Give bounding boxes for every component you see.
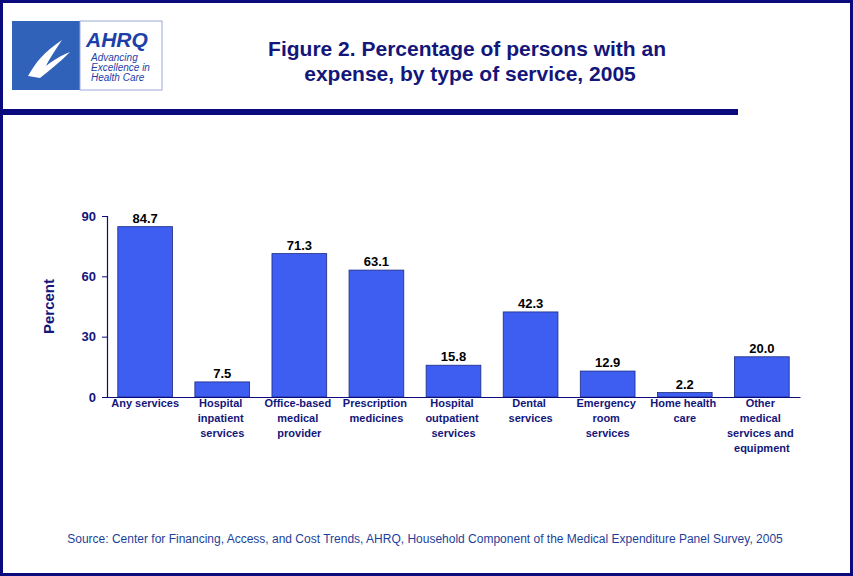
- x-tick-label: Emergency room services: [576, 397, 638, 439]
- text-line: equipment: [734, 442, 790, 454]
- y-tick-mark: [102, 276, 107, 277]
- text-line: medical: [740, 412, 784, 424]
- text-line: services: [200, 427, 244, 439]
- y-axis: 0 30 60 90: [82, 209, 108, 405]
- y-tick-label: 30: [82, 329, 96, 344]
- text-line: Hospital: [199, 397, 245, 409]
- x-tick-label: Hospital inpatient services: [198, 397, 247, 439]
- x-tick-label: Other medical services and equipment: [727, 397, 797, 454]
- text-line: services and: [727, 427, 797, 439]
- x-tick: Other medical services and equipment: [727, 397, 797, 454]
- x-tick-label: Office-based medical provider: [264, 397, 334, 439]
- bar: [426, 365, 481, 397]
- text-line: inpatient: [198, 412, 247, 424]
- x-tick: Office-based medical provider: [264, 397, 334, 439]
- text-line: Office-based: [264, 397, 334, 409]
- text-line: Any services: [111, 397, 179, 409]
- chart-svg: AHRQAdvancing Excellence in Health Care F…: [0, 0, 853, 576]
- ahrq-logo: [80, 21, 162, 90]
- text-line: Figure 2. Percentage of persons with an: [268, 37, 672, 60]
- y-axis-line: [102, 217, 108, 398]
- bars: [118, 227, 789, 397]
- x-tick: Home health care: [650, 397, 719, 424]
- bar: [503, 312, 558, 397]
- background: [2, 2, 852, 575]
- text-line: medicines: [350, 412, 404, 424]
- bar: [272, 254, 327, 397]
- text-line: provider: [277, 427, 322, 439]
- text-line: Home health: [650, 397, 719, 409]
- data-label: 63.1: [364, 254, 389, 269]
- y-tick-label: 90: [82, 209, 96, 224]
- text-line: Prescription: [343, 397, 410, 409]
- chart-container: AHRQAdvancing Excellence in Health Care F…: [0, 0, 853, 576]
- bar: [349, 270, 404, 397]
- y-tick-mark: [102, 337, 107, 338]
- x-tick-label: Any services: [111, 397, 179, 409]
- bar: [580, 371, 635, 397]
- data-label: 7.5: [213, 366, 231, 381]
- text-line: room: [592, 412, 623, 424]
- hhs-logo: [12, 21, 80, 90]
- text-line: Other: [746, 397, 778, 409]
- x-tick-label: Prescription medicines: [343, 397, 410, 424]
- data-label: 12.9: [595, 355, 620, 370]
- y-tick-label: 0: [89, 390, 96, 405]
- text-line: services: [431, 427, 475, 439]
- text-line: Hospital: [430, 397, 476, 409]
- text-line: services: [509, 412, 553, 424]
- hhs-logo-eagle: [28, 40, 70, 78]
- logo-name: AHRQ: [85, 28, 148, 51]
- data-label: 84.7: [133, 211, 158, 226]
- x-tick: Hospital inpatient services: [198, 397, 247, 439]
- bar: [734, 357, 789, 397]
- bar: [195, 382, 250, 397]
- y-tick-mark: [102, 216, 107, 217]
- text-line: medical: [277, 412, 321, 424]
- text-line: Health Care: [91, 72, 145, 83]
- source-note: Source: Center for Financing, Access, an…: [67, 532, 783, 546]
- x-tick: Dental services: [509, 397, 553, 424]
- data-label: 20.0: [749, 341, 774, 356]
- y-tick-mark: [102, 397, 107, 398]
- text-line: services: [586, 427, 630, 439]
- x-tick: Prescription medicines: [343, 397, 410, 424]
- header-rule: [3, 109, 738, 115]
- y-tick-label: 60: [82, 269, 96, 284]
- x-tick: Hospital outpatient services: [425, 397, 481, 439]
- y-tick: 0: [89, 390, 107, 405]
- data-label: 71.3: [287, 238, 312, 253]
- text-line: Emergency: [576, 397, 638, 409]
- y-tick: 60: [82, 269, 107, 284]
- data-label: 2.2: [676, 377, 694, 392]
- data-label: 42.3: [518, 296, 543, 311]
- data-labels: 84.7 7.5 71.3 63.1 15.8 42.3 12.9 2.2 20.0: [133, 211, 775, 392]
- x-axis: Any services Hospital inpatient services O…: [108, 397, 801, 454]
- x-tick: Emergency room services: [576, 397, 638, 439]
- x-tick-label: Home health care: [650, 397, 719, 424]
- x-tick-label: Dental services: [509, 397, 553, 424]
- x-tick-label: Hospital outpatient services: [425, 397, 481, 439]
- data-label: 15.8: [441, 349, 466, 364]
- logo-tagline: Advancing Excellence in Health Care: [90, 52, 153, 83]
- text-line: expense, by type of service, 2005: [304, 62, 636, 85]
- y-tick: 30: [82, 329, 107, 344]
- y-tick: 90: [82, 209, 107, 224]
- x-tick: Any services: [111, 397, 179, 409]
- chart-title: Figure 2. Percentage of persons with an …: [268, 37, 672, 85]
- text-line: Dental: [512, 397, 549, 409]
- bar: [118, 227, 173, 397]
- text-line: outpatient: [425, 412, 481, 424]
- text-line: care: [673, 412, 696, 424]
- y-axis-title: Percent: [40, 279, 57, 334]
